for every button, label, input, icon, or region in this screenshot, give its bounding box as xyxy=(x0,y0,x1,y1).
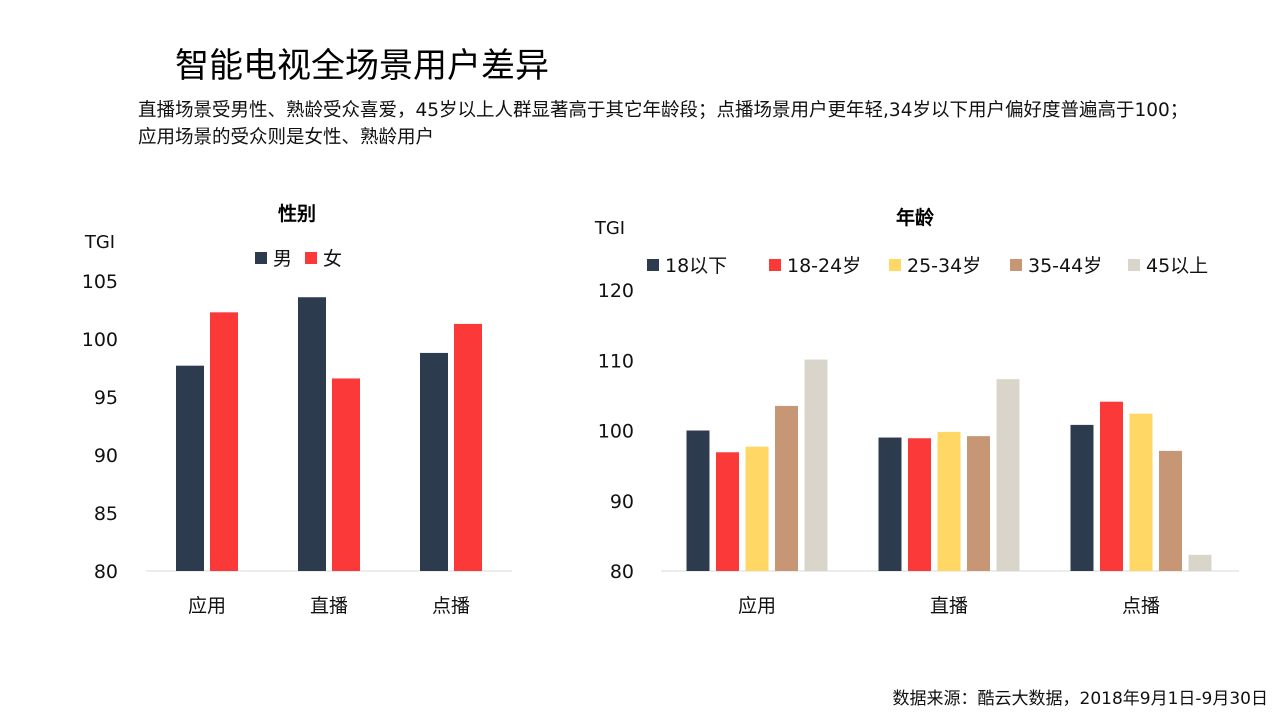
data-source-note: 数据来源：酷云大数据，2018年9月1日-9月30日 xyxy=(892,689,1268,709)
age-tgi-chart: 年龄 TGI 80 90 100 110 120 应用 直播 点播 18以下 18-24岁 25-34岁… xyxy=(594,206,1239,617)
age-bar-1-2 xyxy=(716,452,739,571)
age-bar-2-1 xyxy=(878,437,902,571)
age-legend-label-1: 18以下 xyxy=(665,255,727,277)
age-bar-1-4 xyxy=(775,405,798,571)
gender-y-tick-label: 105 xyxy=(82,271,118,293)
age-legend-label-2: 18-24岁 xyxy=(787,255,861,277)
age-category-label: 直播 xyxy=(930,595,968,617)
age-bar-1-3 xyxy=(745,446,769,571)
gender-chart-title: 性别 xyxy=(278,202,316,225)
age-bar-3-1 xyxy=(1070,424,1094,571)
gender-category-label: 点播 xyxy=(432,595,470,617)
gender-bar-2-1 xyxy=(298,297,326,571)
gender-bar-3-1 xyxy=(420,352,448,571)
age-bar-3-4 xyxy=(1159,450,1182,571)
age-y-tick-label: 120 xyxy=(598,280,634,302)
age-bar-1-1 xyxy=(686,430,710,571)
age-legend-swatch-5 xyxy=(1128,259,1140,271)
age-y-tick-label: 80 xyxy=(610,561,634,583)
gender-legend-label-2: 女 xyxy=(323,248,342,270)
gender-bar-3-2 xyxy=(454,323,482,571)
age-legend-label-5: 45以上 xyxy=(1146,255,1208,277)
page-title: 智能电视全场景用户差异 xyxy=(175,46,549,86)
age-bar-2-2 xyxy=(908,438,931,571)
gender-bar-1-1 xyxy=(176,365,204,571)
gender-category-label: 应用 xyxy=(188,595,226,617)
age-bar-2-3 xyxy=(937,431,961,571)
gender-y-tick-label: 80 xyxy=(94,561,118,583)
age-chart-title: 年龄 xyxy=(896,206,935,229)
page-subtitle: 直播场景受男性、熟龄受众喜爱，45岁以上人群显著高于其它年龄段；点播场景用户更年… xyxy=(138,100,1189,148)
age-bar-3-5 xyxy=(1188,554,1212,571)
gender-bar-2-2 xyxy=(332,378,360,571)
age-legend-swatch-4 xyxy=(1010,259,1022,271)
gender-tgi-chart: 性别 TGI 80 85 90 95 100 105 应用 直播 点播 男 女 xyxy=(82,202,512,617)
age-legend-swatch-2 xyxy=(769,259,781,271)
age-y-axis-label: TGI xyxy=(594,218,625,239)
age-bar-1-5 xyxy=(804,359,828,571)
gender-legend-swatch-2 xyxy=(305,252,317,264)
age-bar-3-2 xyxy=(1100,401,1123,571)
gender-legend-label-1: 男 xyxy=(273,248,292,270)
age-y-tick-label: 110 xyxy=(598,350,634,372)
age-legend-swatch-1 xyxy=(647,259,659,271)
age-category-label: 应用 xyxy=(738,595,776,617)
gender-y-tick-label: 85 xyxy=(94,503,118,525)
age-category-label: 点播 xyxy=(1122,595,1160,617)
gender-bar-1-2 xyxy=(210,312,238,571)
age-bar-2-4 xyxy=(967,436,990,571)
age-legend-label-3: 25-34岁 xyxy=(907,255,981,277)
gender-y-tick-label: 90 xyxy=(94,445,118,467)
gender-y-tick-label: 100 xyxy=(82,329,118,351)
gender-y-tick-label: 95 xyxy=(94,387,118,409)
age-y-tick-label: 100 xyxy=(598,421,634,443)
age-bar-3-3 xyxy=(1129,413,1153,571)
gender-legend-swatch-1 xyxy=(255,252,267,264)
age-legend-swatch-3 xyxy=(889,259,901,271)
age-legend-label-4: 35-44岁 xyxy=(1028,255,1102,277)
gender-y-axis-label: TGI xyxy=(84,232,115,253)
gender-category-label: 直播 xyxy=(310,595,348,617)
age-y-tick-label: 90 xyxy=(610,491,634,513)
age-bar-2-5 xyxy=(996,379,1020,571)
